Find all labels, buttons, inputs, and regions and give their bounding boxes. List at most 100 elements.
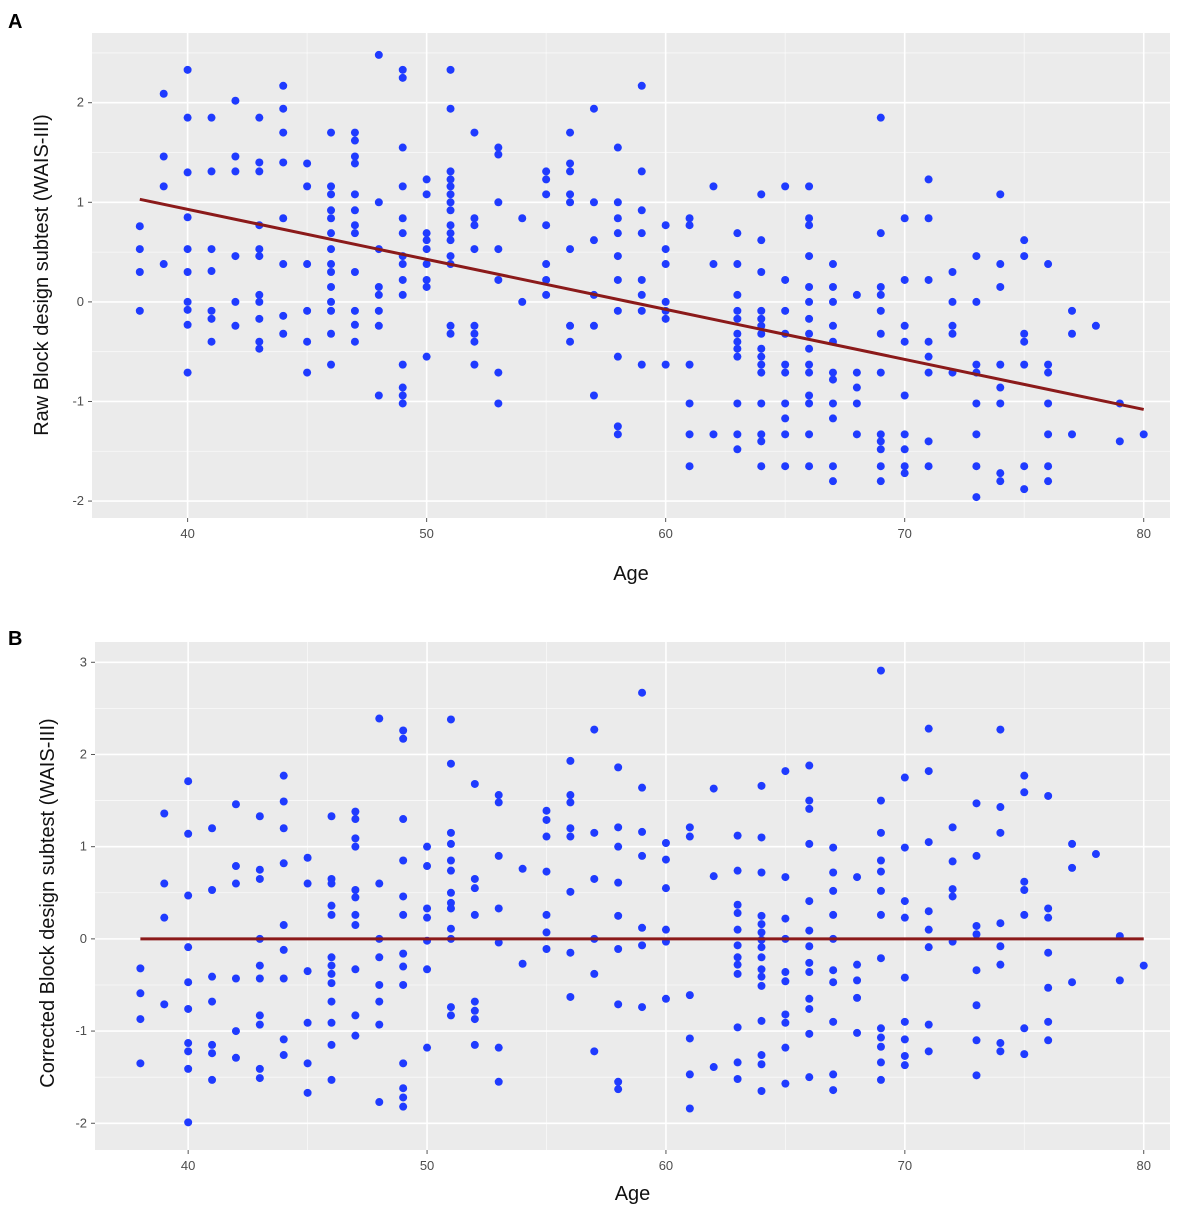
data-point [351,807,360,816]
data-point [374,321,383,330]
data-point [446,924,455,933]
data-point [542,867,551,876]
x-tick-label: 40 [180,526,194,541]
data-point [446,198,455,207]
data-point [184,1064,193,1073]
data-point [1068,329,1076,338]
data-point [255,1074,264,1083]
data-point [231,252,240,261]
data-point [661,314,670,323]
data-point [1068,863,1077,872]
data-point [255,1011,264,1020]
data-point [279,329,288,338]
data-point [876,856,885,865]
data-point [876,290,885,299]
data-point [733,900,742,909]
data-point [231,167,240,176]
data-point [183,245,192,254]
data-point [781,1018,790,1027]
data-point [972,1036,981,1045]
data-point [279,1051,288,1060]
data-point [350,128,359,137]
data-point [757,352,766,361]
data-point [446,828,455,837]
data-point [184,777,193,786]
data-point [853,993,862,1002]
data-point [255,974,264,983]
data-point [996,383,1005,392]
data-point [709,430,718,439]
data-point [303,1018,312,1027]
data-point [733,969,742,978]
data-point [1068,306,1076,315]
data-point [566,167,575,176]
data-point [422,229,431,238]
data-point [805,942,814,951]
data-point [590,725,599,734]
data-point [351,921,360,930]
data-point [303,306,312,315]
data-point [279,128,288,137]
x-tick-label: 60 [658,526,672,541]
data-point [183,305,192,314]
data-point [1044,1017,1053,1026]
data-point [542,815,551,824]
data-point [1044,430,1053,439]
data-point [279,824,288,833]
data-point [422,352,431,361]
data-point [972,930,981,939]
data-point [399,726,408,735]
data-point [876,462,885,471]
data-point [805,430,814,439]
data-point [924,925,933,934]
y-axis-title: Raw Block design subtest (WAIS-III) [31,114,53,436]
data-point [303,1088,312,1097]
data-point [422,275,431,284]
data-point [996,399,1005,408]
data-point [757,965,766,974]
data-point [614,1077,623,1086]
data-point [399,734,408,743]
data-point [852,399,861,408]
data-point [757,344,766,353]
data-point [853,1028,862,1037]
data-point [327,260,336,269]
data-point [208,972,217,981]
data-point [423,862,432,871]
data-point [589,236,598,245]
data-point [781,430,790,439]
data-point [350,152,359,161]
data-point [1020,877,1029,886]
data-point [1020,910,1029,919]
data-point [876,867,885,876]
data-point [446,190,455,199]
data-point [255,1020,264,1029]
data-point [470,1040,479,1049]
data-point [924,724,933,733]
data-point [900,214,909,223]
data-point [351,910,360,919]
data-point [327,128,336,137]
data-point [159,152,168,161]
data-point [1020,485,1029,494]
data-point [781,767,790,776]
data-point [924,943,933,952]
data-point [375,1098,384,1107]
data-point [853,976,862,985]
data-point [757,1051,766,1060]
data-point [1020,329,1029,338]
data-point [757,943,766,952]
data-point [494,245,503,254]
data-point [828,414,837,423]
data-point [566,798,575,807]
data-point [398,399,407,408]
data-point [183,213,192,222]
data-point [183,368,192,377]
data-point [614,763,623,772]
data-point [375,953,384,962]
data-point [1068,839,1077,848]
data-point [446,715,455,724]
data-point [805,360,814,369]
data-point [781,873,790,882]
data-point [685,823,694,832]
